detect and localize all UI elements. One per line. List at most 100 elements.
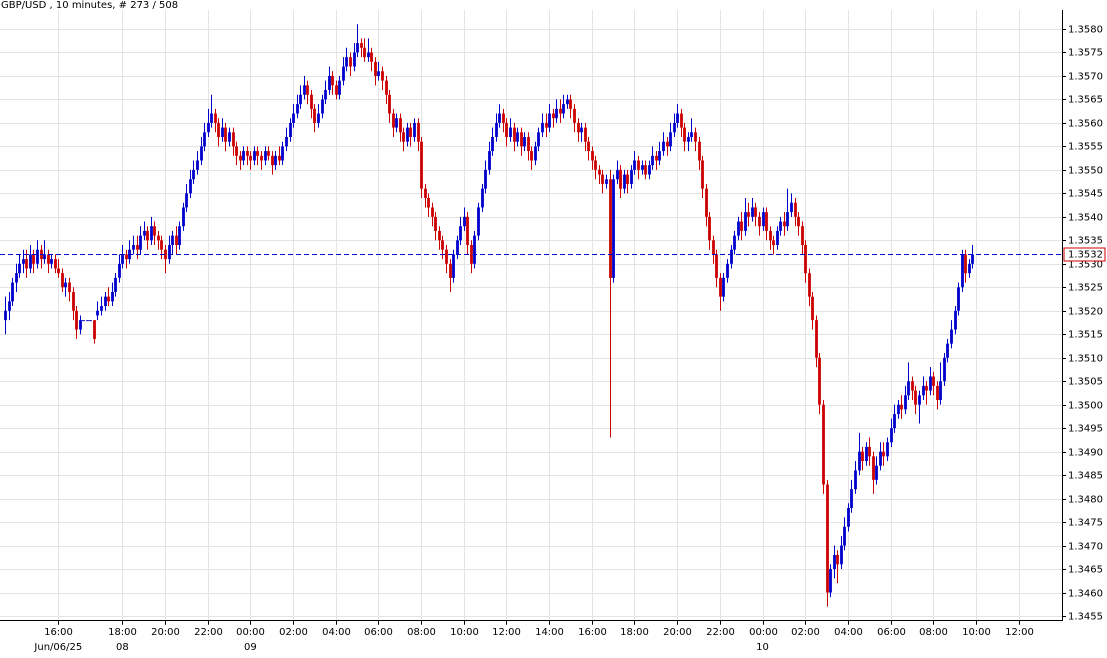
candle-body: [932, 376, 935, 386]
candle-body: [54, 259, 57, 269]
y-tick-label: 1.3470: [1068, 542, 1103, 553]
candle-body: [911, 381, 914, 391]
candle-body: [509, 127, 512, 137]
candle-body: [395, 118, 398, 128]
y-tick-label: 1.3500: [1068, 401, 1103, 412]
candle-body: [36, 249, 39, 264]
candle-body: [278, 155, 281, 161]
candle-body: [580, 127, 583, 133]
candle-body: [463, 216, 466, 227]
candle-body: [943, 357, 946, 382]
candle-body: [637, 160, 640, 170]
x-tick-label: 10:00: [450, 627, 479, 638]
candle-body: [655, 155, 658, 161]
candle-body: [363, 47, 366, 58]
candle-body: [104, 296, 107, 307]
candle-body: [196, 160, 199, 170]
candle-body: [882, 451, 885, 457]
x-tick-label: 08:00: [919, 627, 948, 638]
candle-body: [228, 132, 231, 142]
y-tick-label: 1.3475: [1068, 518, 1103, 529]
candle-body: [957, 287, 960, 311]
candle-body: [413, 122, 416, 137]
x-tick-label: 16:00: [578, 627, 607, 638]
candle-body: [751, 207, 754, 217]
candle-body: [612, 179, 615, 278]
candle-body: [601, 174, 604, 184]
axes: 1.3455 1.3460 1.3465 1.3470 1.3475 1.3480 1.34…: [0, 10, 1106, 653]
candle-body: [861, 451, 864, 462]
candle-body: [495, 122, 498, 137]
candle-body: [342, 66, 345, 81]
candle-body: [669, 132, 672, 147]
candle-body: [946, 343, 949, 358]
candle-body: [587, 141, 590, 152]
candle-body: [658, 151, 661, 161]
candle-body: [388, 94, 391, 114]
candle-body: [224, 127, 227, 142]
x-tick-label: 06:00: [364, 627, 393, 638]
candle-body: [783, 221, 786, 227]
candle-body: [623, 174, 626, 189]
candle-body: [847, 507, 850, 527]
candle-body: [207, 122, 210, 133]
plot-area: [0, 10, 1062, 621]
candle-body: [8, 301, 11, 311]
candle-body: [498, 113, 501, 123]
candle-body: [808, 273, 811, 297]
candle-body: [481, 188, 484, 208]
candle-body: [630, 169, 633, 184]
candle-body: [662, 141, 665, 152]
y-tick-label: 1.3545: [1068, 189, 1103, 200]
candle-body: [399, 118, 402, 133]
candle-body: [730, 249, 733, 264]
candle-body: [260, 155, 263, 161]
candle-body: [296, 104, 299, 114]
candle-body: [534, 146, 537, 161]
candle-body: [306, 85, 309, 95]
candle-body: [740, 221, 743, 231]
candle-body: [545, 122, 548, 128]
candle-body: [125, 254, 128, 260]
candle-body: [456, 240, 459, 255]
candle-body: [594, 160, 597, 170]
candle-body: [239, 155, 242, 161]
candle-body: [673, 122, 676, 133]
x-tick-label: 22:00: [706, 627, 735, 638]
candle-body: [139, 235, 142, 250]
candle-body: [559, 108, 562, 114]
candle-body: [374, 61, 377, 76]
grid: [0, 10, 1062, 621]
x-tick-label: 12:00: [492, 627, 521, 638]
candles: [0, 24, 1062, 607]
date-label: 10: [756, 642, 769, 653]
x-tick-label: 00:00: [236, 627, 265, 638]
candle-body: [431, 207, 434, 217]
candle-body: [762, 212, 765, 227]
candle-body: [644, 165, 647, 175]
candle-body: [29, 254, 32, 269]
candle-body: [609, 179, 612, 278]
candle-body: [96, 310, 99, 316]
y-tick-label: 1.3510: [1068, 354, 1103, 365]
candle-body: [833, 554, 836, 570]
candle-body: [345, 57, 348, 67]
candle-body: [153, 226, 156, 236]
candle-body: [18, 263, 21, 274]
candle-body: [200, 146, 203, 161]
date-label: 08: [116, 642, 129, 653]
candle-body: [367, 52, 370, 58]
candle-body: [281, 146, 284, 161]
candle-body: [381, 71, 384, 81]
candle-body: [235, 146, 238, 156]
candle-body: [310, 94, 313, 109]
candle-body: [246, 151, 249, 156]
candle-body: [11, 282, 14, 302]
candle-body: [562, 104, 565, 114]
candle-body: [694, 132, 697, 142]
candle-body: [335, 85, 338, 95]
candle-body: [797, 216, 800, 227]
x-tick-label: 12:00: [1005, 627, 1034, 638]
x-tick-label: 20:00: [151, 627, 180, 638]
candle-body: [338, 80, 341, 95]
